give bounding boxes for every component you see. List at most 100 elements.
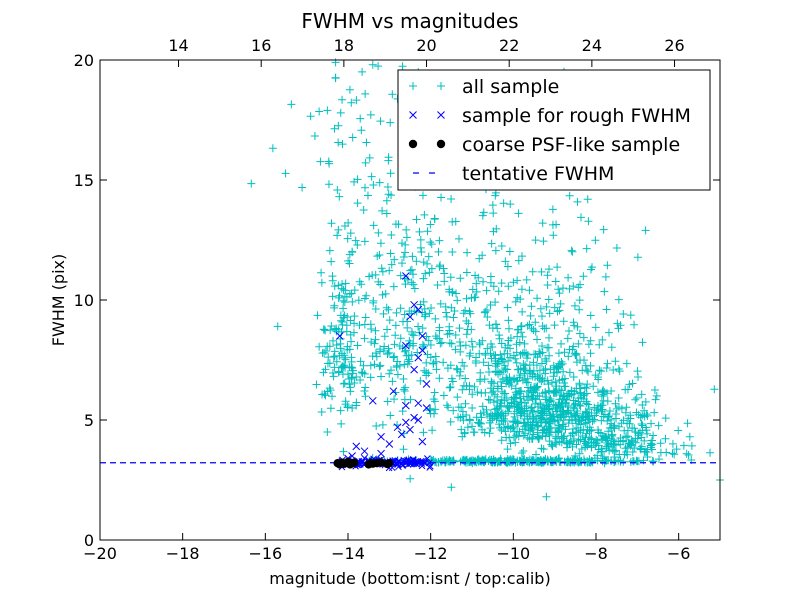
marker-all-sample — [445, 383, 454, 392]
marker-all-sample — [504, 316, 513, 325]
marker-all-sample — [273, 322, 282, 331]
marker-all-sample — [361, 392, 370, 401]
marker-all-sample — [503, 365, 512, 374]
marker-rough-fwhm — [414, 353, 423, 362]
marker-all-sample — [633, 457, 642, 466]
marker-all-sample — [614, 295, 623, 304]
marker-all-sample — [424, 252, 433, 261]
marker-all-sample — [440, 269, 449, 278]
marker-all-sample — [603, 389, 612, 398]
marker-all-sample — [443, 330, 452, 339]
series-coarse-psf-like-sample — [333, 457, 394, 469]
marker-all-sample — [630, 424, 639, 433]
marker-all-sample — [509, 393, 518, 402]
marker-all-sample — [467, 325, 476, 334]
marker-all-sample — [478, 402, 487, 411]
marker-all-sample — [390, 340, 399, 349]
marker-all-sample — [375, 178, 384, 187]
marker-all-sample — [575, 417, 584, 426]
marker-all-sample — [449, 313, 458, 322]
marker-all-sample — [576, 280, 585, 289]
marker-all-sample — [363, 191, 372, 200]
marker-all-sample — [531, 412, 540, 421]
marker-all-sample — [460, 361, 469, 370]
marker-all-sample — [317, 278, 326, 287]
marker-all-sample — [518, 332, 527, 341]
marker-all-sample — [706, 448, 715, 457]
marker-all-sample — [493, 324, 502, 333]
marker-all-sample — [570, 321, 579, 330]
marker-all-sample — [400, 360, 409, 369]
marker-all-sample — [366, 361, 375, 370]
marker-all-sample — [399, 375, 408, 384]
legend-label-tentative-fwhm: tentative FWHM — [462, 163, 614, 185]
marker-all-sample — [458, 432, 467, 441]
marker-all-sample — [517, 448, 526, 457]
marker-all-sample — [513, 417, 522, 426]
marker-all-sample — [494, 457, 503, 466]
marker-all-sample — [569, 282, 578, 291]
marker-all-sample — [281, 169, 290, 178]
marker-all-sample — [389, 282, 398, 291]
marker-all-sample — [382, 303, 391, 312]
marker-all-sample — [500, 349, 509, 358]
marker-all-sample — [321, 347, 330, 356]
marker-all-sample — [399, 253, 408, 262]
marker-all-sample — [574, 397, 583, 406]
marker-all-sample — [320, 325, 329, 334]
marker-all-sample — [479, 277, 488, 286]
marker-all-sample — [533, 335, 542, 344]
marker-all-sample — [313, 311, 322, 320]
marker-all-sample — [591, 236, 600, 245]
legend: all sample sample for rough FWHM coarse … — [397, 69, 711, 191]
marker-all-sample — [567, 246, 576, 255]
marker-all-sample — [491, 246, 500, 255]
marker-all-sample — [455, 371, 464, 380]
x-tick-label: −18 — [166, 544, 200, 563]
marker-rough-fwhm — [418, 437, 427, 446]
marker-all-sample — [326, 404, 335, 413]
marker-all-sample — [608, 430, 617, 439]
marker-all-sample — [376, 239, 385, 248]
marker-all-sample — [575, 329, 584, 338]
marker-all-sample — [684, 450, 693, 459]
axis-ticks: −20 −18 −16 −14 −12 −10 −8 −6 14 16 18 20 22 24 26 0 5 10… — [74, 36, 720, 563]
marker-all-sample — [565, 327, 574, 336]
marker-all-sample — [430, 397, 439, 406]
marker-all-sample — [402, 233, 411, 242]
marker-all-sample — [465, 381, 474, 390]
marker-all-sample — [512, 390, 521, 399]
top-x-tick-label: 24 — [582, 36, 602, 55]
marker-all-sample — [570, 301, 579, 310]
marker-all-sample — [668, 449, 677, 458]
marker-all-sample — [399, 385, 408, 394]
marker-all-sample — [546, 365, 555, 374]
marker-all-sample — [516, 404, 525, 413]
marker-all-sample — [609, 423, 618, 432]
marker-all-sample — [522, 378, 531, 387]
marker-all-sample — [422, 358, 431, 367]
marker-all-sample — [507, 381, 516, 390]
marker-all-sample — [462, 294, 471, 303]
marker-all-sample — [465, 416, 474, 425]
marker-all-sample — [426, 238, 435, 247]
marker-all-sample — [360, 320, 369, 329]
marker-all-sample — [536, 399, 545, 408]
marker-all-sample — [563, 334, 572, 343]
marker-all-sample — [504, 324, 513, 333]
x-tick-label: −20 — [83, 544, 117, 563]
marker-all-sample — [544, 402, 553, 411]
marker-all-sample — [603, 359, 612, 368]
marker-all-sample — [535, 374, 544, 383]
marker-all-sample — [480, 308, 489, 317]
marker-all-sample — [374, 228, 383, 237]
marker-all-sample — [406, 474, 415, 483]
marker-all-sample — [489, 282, 498, 291]
marker-all-sample — [547, 396, 556, 405]
x-tick-label: −8 — [584, 544, 608, 563]
marker-all-sample — [587, 408, 596, 417]
marker-all-sample — [576, 213, 585, 222]
marker-all-sample — [501, 427, 510, 436]
marker-all-sample — [495, 402, 504, 411]
